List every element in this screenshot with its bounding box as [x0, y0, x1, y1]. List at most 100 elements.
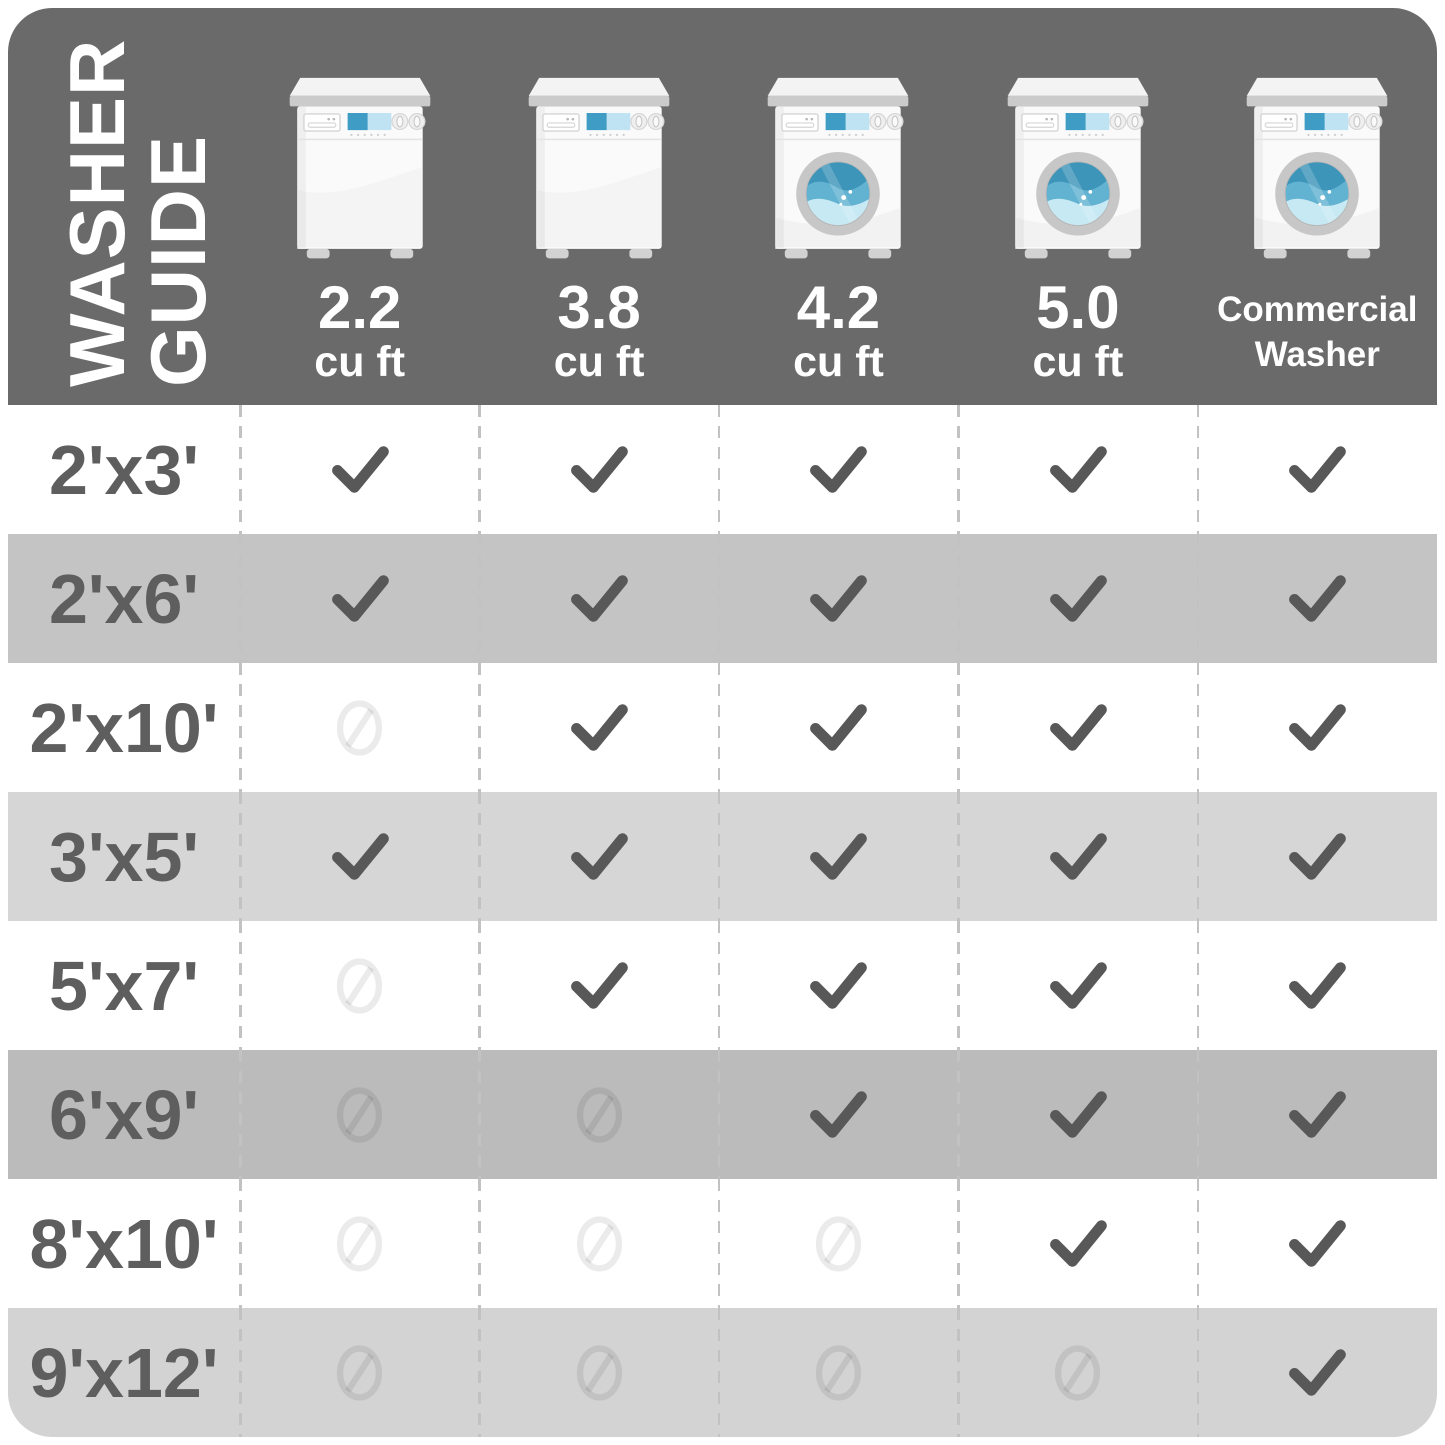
- table-cell: [1196, 1179, 1437, 1308]
- check-icon: [1287, 1348, 1347, 1397]
- check-icon: [330, 445, 390, 494]
- washer-guide-card: WASHER GUIDE 2.2 cu ft 3.8 cu ft 4.2 cu ft 5.0…: [8, 8, 1437, 1437]
- table-row: 2'x10': [8, 663, 1437, 792]
- not-suitable-icon: [815, 1215, 862, 1273]
- title-line-1: WASHER: [52, 38, 141, 387]
- table-cell: [957, 1179, 1197, 1308]
- top-load-washer-icon: [284, 72, 436, 268]
- table-cell: [478, 1050, 718, 1179]
- washer-capacity-unit: cu ft: [553, 338, 645, 387]
- table-cell: [957, 405, 1197, 534]
- check-icon: [1048, 832, 1108, 881]
- check-icon: [1287, 574, 1347, 623]
- table-cell: [1196, 534, 1437, 663]
- table-row: 9'x12': [8, 1308, 1437, 1437]
- table-cell: [957, 663, 1197, 792]
- rug-size-label: 3'x5': [48, 817, 200, 896]
- table-cell: [238, 1179, 479, 1308]
- table-cell: [238, 405, 479, 534]
- page-title: WASHER GUIDE: [52, 15, 222, 387]
- not-suitable-icon: [336, 1086, 383, 1144]
- check-icon: [1287, 961, 1347, 1010]
- title-cell: WASHER GUIDE: [8, 8, 240, 405]
- front-load-washer-icon: [762, 72, 914, 268]
- table-cell: [238, 792, 479, 921]
- table-cell: [238, 534, 479, 663]
- table-cell: [957, 792, 1197, 921]
- table-row: 5'x7': [8, 921, 1437, 1050]
- check-icon: [1287, 832, 1347, 881]
- rug-size-label: 9'x12': [29, 1333, 219, 1412]
- check-icon: [569, 574, 629, 623]
- rug-size-label: 2'x3': [48, 430, 200, 509]
- check-icon: [330, 574, 390, 623]
- washer-capacity-unit: cu ft: [1032, 338, 1124, 387]
- table-cell: [717, 663, 958, 792]
- column-header: Commercial Washer: [1198, 8, 1437, 405]
- check-icon: [808, 445, 868, 494]
- washer-type-line: Washer: [1254, 334, 1380, 374]
- check-icon: [1048, 1090, 1108, 1139]
- table-cell: [1196, 1050, 1437, 1179]
- check-icon: [1287, 1219, 1347, 1268]
- table-cell: [717, 534, 958, 663]
- table-cell: [1196, 405, 1437, 534]
- check-icon: [1287, 445, 1347, 494]
- check-icon: [1048, 703, 1108, 752]
- check-icon: [808, 574, 868, 623]
- table-cell: [478, 1179, 718, 1308]
- column-header: 2.2 cu ft: [240, 8, 479, 405]
- column-header: 5.0 cu ft: [958, 8, 1197, 405]
- not-suitable-icon: [336, 957, 383, 1015]
- column-label: 5.0 cu ft: [1033, 268, 1124, 405]
- table-row: 8'x10': [8, 1179, 1437, 1308]
- table-row: 3'x5': [8, 792, 1437, 921]
- check-icon: [808, 1090, 868, 1139]
- rug-size-label: 5'x7': [48, 946, 200, 1025]
- not-suitable-icon: [576, 1344, 623, 1402]
- top-load-washer-icon: [523, 72, 675, 268]
- not-suitable-icon: [336, 1215, 383, 1273]
- table-cell: [478, 921, 718, 1050]
- check-icon: [1048, 445, 1108, 494]
- table-cell: [1196, 792, 1437, 921]
- table-cell: [957, 921, 1197, 1050]
- table-cell: [478, 792, 718, 921]
- check-icon: [1287, 1090, 1347, 1139]
- not-suitable-icon: [336, 699, 383, 757]
- check-icon: [1048, 574, 1108, 623]
- washer-capacity: 4.2: [796, 274, 881, 342]
- table-cell: [957, 1050, 1197, 1179]
- front-load-washer-icon: [1002, 72, 1154, 268]
- column-label: 2.2 cu ft: [314, 268, 405, 405]
- table-cell: [1196, 921, 1437, 1050]
- table-cell: [957, 1308, 1197, 1437]
- not-suitable-icon: [576, 1215, 623, 1273]
- not-suitable-icon: [336, 1344, 383, 1402]
- check-icon: [569, 445, 629, 494]
- washer-capacity-unit: cu ft: [314, 338, 406, 387]
- check-icon: [808, 703, 868, 752]
- table-cell: [238, 1050, 479, 1179]
- table-cell: [478, 405, 718, 534]
- washer-capacity-unit: cu ft: [793, 338, 884, 387]
- not-suitable-icon: [576, 1086, 623, 1144]
- compatibility-table: 2'x3' 2'x6' 2'x10' 3'x5' 5'x7' 6'x9' 8'x10' 9'x…: [8, 405, 1437, 1437]
- washer-capacity: 3.8: [557, 274, 641, 342]
- check-icon: [1048, 1219, 1108, 1268]
- rug-size-label: 6'x9': [48, 1075, 200, 1154]
- check-icon: [1048, 961, 1108, 1010]
- table-cell: [717, 1308, 958, 1437]
- not-suitable-icon: [1054, 1344, 1101, 1402]
- table-cell: [478, 1308, 718, 1437]
- table-cell: [238, 1308, 479, 1437]
- column-label: Commercial Washer: [1217, 268, 1417, 405]
- rug-size-label: 2'x6': [48, 559, 200, 638]
- washer-capacity: 5.0: [1036, 274, 1120, 342]
- table-cell: [478, 663, 718, 792]
- table-cell: [717, 921, 958, 1050]
- rug-size-label: 2'x10': [29, 688, 219, 767]
- title-line-2: GUIDE: [134, 134, 222, 387]
- check-icon: [569, 961, 629, 1010]
- washer-capacity: 2.2: [317, 274, 402, 342]
